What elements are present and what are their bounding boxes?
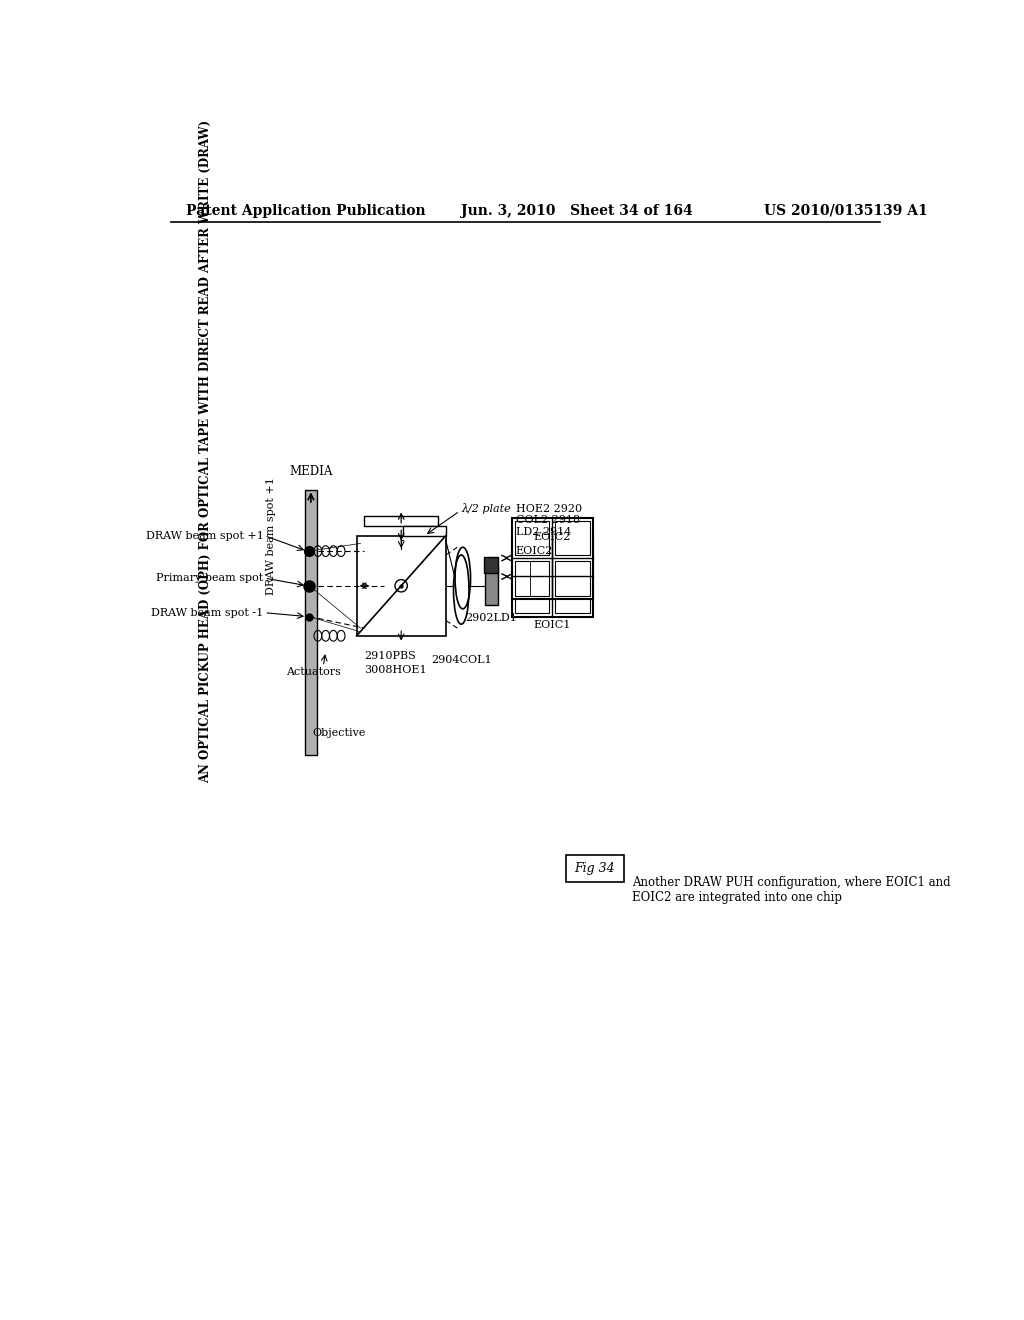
Text: 2904COL1: 2904COL1 <box>431 655 492 665</box>
Text: COL2 2918: COL2 2918 <box>515 515 580 525</box>
Bar <box>515 579 549 614</box>
Bar <box>566 855 624 882</box>
Text: 2902LD1: 2902LD1 <box>466 612 517 623</box>
Text: HOE2 2920: HOE2 2920 <box>515 504 582 513</box>
Text: λ/2 plate: λ/2 plate <box>461 503 511 515</box>
Bar <box>403 527 445 536</box>
Bar <box>484 566 499 605</box>
Text: 2910PBS: 2910PBS <box>365 651 416 661</box>
Bar <box>515 561 549 595</box>
Text: Primary beam spot: Primary beam spot <box>157 573 263 583</box>
Bar <box>515 521 549 556</box>
Text: Patent Application Publication: Patent Application Publication <box>186 203 426 218</box>
Bar <box>512 536 593 616</box>
Text: DRAW beam spot +1: DRAW beam spot +1 <box>145 531 263 541</box>
Text: Jun. 3, 2010   Sheet 34 of 164: Jun. 3, 2010 Sheet 34 of 164 <box>461 203 693 218</box>
Bar <box>555 539 590 573</box>
Text: US 2010/0135139 A1: US 2010/0135139 A1 <box>764 203 928 218</box>
Text: Actuators: Actuators <box>287 667 341 677</box>
Bar <box>555 579 590 614</box>
Text: DRAW beam spot +1: DRAW beam spot +1 <box>266 477 276 594</box>
Bar <box>483 557 498 573</box>
Text: EOIC2: EOIC2 <box>534 532 571 541</box>
Bar <box>555 521 590 556</box>
Bar <box>515 539 549 573</box>
Text: EOIC2: EOIC2 <box>515 546 553 556</box>
Text: MEDIA: MEDIA <box>289 465 333 478</box>
Bar <box>512 517 593 599</box>
Text: 3008HOE1: 3008HOE1 <box>365 665 427 675</box>
Text: DRAW beam spot -1: DRAW beam spot -1 <box>152 607 263 618</box>
Bar <box>305 490 317 755</box>
Text: Objective: Objective <box>312 729 366 738</box>
Text: Another DRAW PUH configuration, where EOIC1 and
EOIC2 are integrated into one ch: Another DRAW PUH configuration, where EO… <box>632 876 950 904</box>
Text: AN OPTICAL PICKUP HEAD (OPH) FOR OPTICAL TAPE WITH DIRECT READ AFTER WRITE (DRAW: AN OPTICAL PICKUP HEAD (OPH) FOR OPTICAL… <box>199 119 212 783</box>
Bar <box>356 536 445 636</box>
Text: LD2 2914: LD2 2914 <box>515 527 570 537</box>
Bar <box>555 561 590 595</box>
Text: Fig 34: Fig 34 <box>574 862 615 875</box>
Bar <box>365 516 438 527</box>
Text: EOIC1: EOIC1 <box>534 620 571 631</box>
